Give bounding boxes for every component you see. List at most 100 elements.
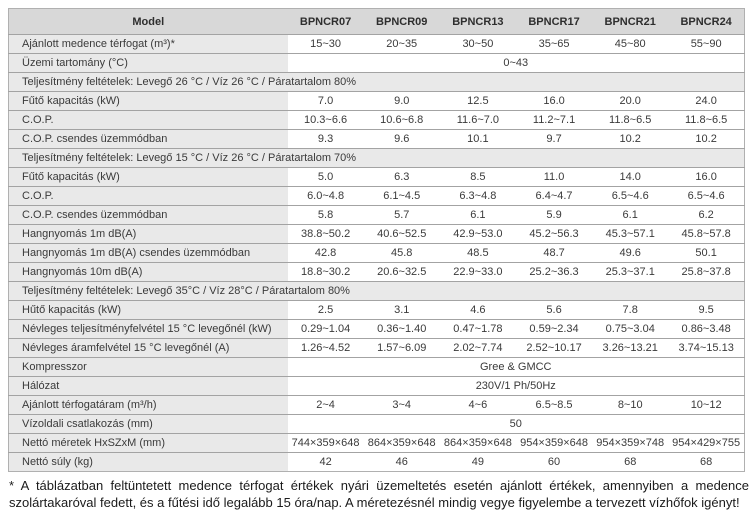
value-cell: 25.2~36.3 bbox=[515, 262, 593, 282]
row-label-cell: Hangnyomás 1m dB(A) csendes üzemmódban bbox=[8, 243, 288, 263]
row-label-cell: C.O.P. csendes üzemmódban bbox=[8, 205, 288, 225]
value-cell: 0.36~1.40 bbox=[363, 319, 440, 339]
value-cell: 9.3 bbox=[287, 129, 364, 149]
value-cell: 20~35 bbox=[363, 34, 440, 54]
value-cell: 9.5 bbox=[668, 300, 745, 320]
value-cell: 6.3~4.8 bbox=[439, 186, 516, 206]
value-cell: 55~90 bbox=[668, 34, 745, 54]
section-header-cell: Teljesítmény feltételek: Levegő 26 °C / … bbox=[8, 72, 745, 92]
table-row: Kompresszor Gree & GMCC bbox=[8, 357, 745, 377]
value-cell: 49 bbox=[439, 452, 516, 472]
value-cell: 9.7 bbox=[515, 129, 593, 149]
table-row: Hangnyomás 1m dB(A) csendes üzemmódban 42… bbox=[8, 243, 745, 263]
value-cell: 0~43 bbox=[287, 53, 745, 73]
table-row: C.O.P. csendes üzemmódban 9.3 9.6 10.1 9.7 10… bbox=[8, 129, 745, 149]
value-cell: 9.6 bbox=[363, 129, 440, 149]
value-cell: 6.5~8.5 bbox=[515, 395, 593, 415]
row-label-cell: Fűtő kapacitás (kW) bbox=[8, 167, 288, 187]
footnote: * A táblázatban feltüntetett medence tér… bbox=[9, 478, 749, 510]
value-cell: 10.2 bbox=[668, 129, 745, 149]
value-cell: 14.0 bbox=[592, 167, 669, 187]
value-cell: 3.1 bbox=[363, 300, 440, 320]
row-label-cell: Hálózat bbox=[8, 376, 288, 396]
value-cell: 50 bbox=[287, 414, 745, 434]
value-cell: 50.1 bbox=[668, 243, 745, 263]
table-row: Ajánlott térfogatáram (m³/h) 2~4 3~4 4~6 6.5… bbox=[8, 395, 745, 415]
value-cell: 45.8 bbox=[363, 243, 440, 263]
table-row: Nettó méretek HxSZxM (mm) 744×359×648 864×… bbox=[8, 433, 745, 453]
value-cell: 6.4~4.7 bbox=[515, 186, 593, 206]
value-cell: 45.2~56.3 bbox=[515, 224, 593, 244]
value-cell: 2.02~7.74 bbox=[439, 338, 516, 358]
value-cell: 864×359×648 bbox=[439, 433, 516, 453]
value-cell: 954×359×648 bbox=[515, 433, 593, 453]
row-label-cell: Kompresszor bbox=[8, 357, 288, 377]
table-row: C.O.P. csendes üzemmódban 5.8 5.7 6.1 5.9 6.1… bbox=[8, 205, 745, 225]
model-header-cell: BPNCR09 bbox=[363, 8, 440, 35]
value-cell: 49.6 bbox=[592, 243, 669, 263]
value-cell: 16.0 bbox=[515, 91, 593, 111]
section-header-cell: Teljesítmény feltételek: Levegő 15 °C / … bbox=[8, 148, 745, 168]
row-label-cell: Névleges áramfelvétel 15 °C levegőnél (A… bbox=[8, 338, 288, 358]
value-cell: 35~65 bbox=[515, 34, 593, 54]
row-label-cell: Ajánlott medence térfogat (m³)* bbox=[8, 34, 288, 54]
value-cell: 3.26~13.21 bbox=[592, 338, 669, 358]
value-cell: 2.5 bbox=[287, 300, 364, 320]
value-cell: 3.74~15.13 bbox=[668, 338, 745, 358]
value-cell: 60 bbox=[515, 452, 593, 472]
value-cell: 38.8~50.2 bbox=[287, 224, 364, 244]
value-cell: 5.0 bbox=[287, 167, 364, 187]
row-label-cell: Hűtő kapacitás (kW) bbox=[8, 300, 288, 320]
value-cell: 0.75~3.04 bbox=[592, 319, 669, 339]
section-row: Teljesítmény feltételek: Levegő 15 °C / … bbox=[8, 148, 745, 168]
value-cell: 48.5 bbox=[439, 243, 516, 263]
value-cell: 6.5~4.6 bbox=[668, 186, 745, 206]
value-cell: 10~12 bbox=[668, 395, 745, 415]
table-row: Nettó súly (kg) 42 46 49 60 68 68 bbox=[8, 452, 745, 472]
value-cell: 744×359×648 bbox=[287, 433, 364, 453]
value-cell: 2~4 bbox=[287, 395, 364, 415]
value-cell: 5.6 bbox=[515, 300, 593, 320]
table-row: Vízoldali csatlakozás (mm) 50 bbox=[8, 414, 745, 434]
value-cell: 9.0 bbox=[363, 91, 440, 111]
section-row: Teljesítmény feltételek: Levegő 26 °C / … bbox=[8, 72, 745, 92]
value-cell: 12.5 bbox=[439, 91, 516, 111]
value-cell: 6.2 bbox=[668, 205, 745, 225]
value-cell: 6.5~4.6 bbox=[592, 186, 669, 206]
table-row: Hálózat 230V/1 Ph/50Hz bbox=[8, 376, 745, 396]
table-row: Fűtő kapacitás (kW) 5.0 6.3 8.5 11.0 14.0 16.0 bbox=[8, 167, 745, 187]
row-label-cell: Vízoldali csatlakozás (mm) bbox=[8, 414, 288, 434]
row-label-cell: C.O.P. bbox=[8, 110, 288, 130]
value-cell: 6.1 bbox=[592, 205, 669, 225]
table-row: Üzemi tartomány (°C) 0~43 bbox=[8, 53, 745, 73]
value-cell: 68 bbox=[592, 452, 669, 472]
row-label-cell: Üzemi tartomány (°C) bbox=[8, 53, 288, 73]
value-cell: 68 bbox=[668, 452, 745, 472]
value-cell: 42.9~53.0 bbox=[439, 224, 516, 244]
value-cell: 954×429×755 bbox=[668, 433, 745, 453]
value-cell: 11.8~6.5 bbox=[668, 110, 745, 130]
value-cell: 20.6~32.5 bbox=[363, 262, 440, 282]
model-header-cell: BPNCR24 bbox=[668, 8, 745, 35]
value-cell: 11.2~7.1 bbox=[515, 110, 593, 130]
model-header-cell: BPNCR21 bbox=[592, 8, 669, 35]
value-cell: 45~80 bbox=[592, 34, 669, 54]
row-label-cell: C.O.P. csendes üzemmódban bbox=[8, 129, 288, 149]
value-cell: 0.86~3.48 bbox=[668, 319, 745, 339]
row-label-cell: Ajánlott térfogatáram (m³/h) bbox=[8, 395, 288, 415]
value-cell: 20.0 bbox=[592, 91, 669, 111]
value-cell: 3~4 bbox=[363, 395, 440, 415]
value-cell: 0.59~2.34 bbox=[515, 319, 593, 339]
value-cell: 8.5 bbox=[439, 167, 516, 187]
value-cell: 1.57~6.09 bbox=[363, 338, 440, 358]
value-cell: 8~10 bbox=[592, 395, 669, 415]
table-row: Fűtő kapacitás (kW) 7.0 9.0 12.5 16.0 20.0 24.… bbox=[8, 91, 745, 111]
table-row: Hangnyomás 10m dB(A) 18.8~30.2 20.6~32.5 22… bbox=[8, 262, 745, 282]
row-label-cell: Névleges teljesítményfelvétel 15 °C leve… bbox=[8, 319, 288, 339]
value-cell: 30~50 bbox=[439, 34, 516, 54]
model-header-cell: BPNCR13 bbox=[439, 8, 516, 35]
value-cell: 4.6 bbox=[439, 300, 516, 320]
value-cell: 42 bbox=[287, 452, 364, 472]
value-cell: 24.0 bbox=[668, 91, 745, 111]
table-row: Névleges áramfelvétel 15 °C levegőnél (A… bbox=[8, 338, 745, 358]
